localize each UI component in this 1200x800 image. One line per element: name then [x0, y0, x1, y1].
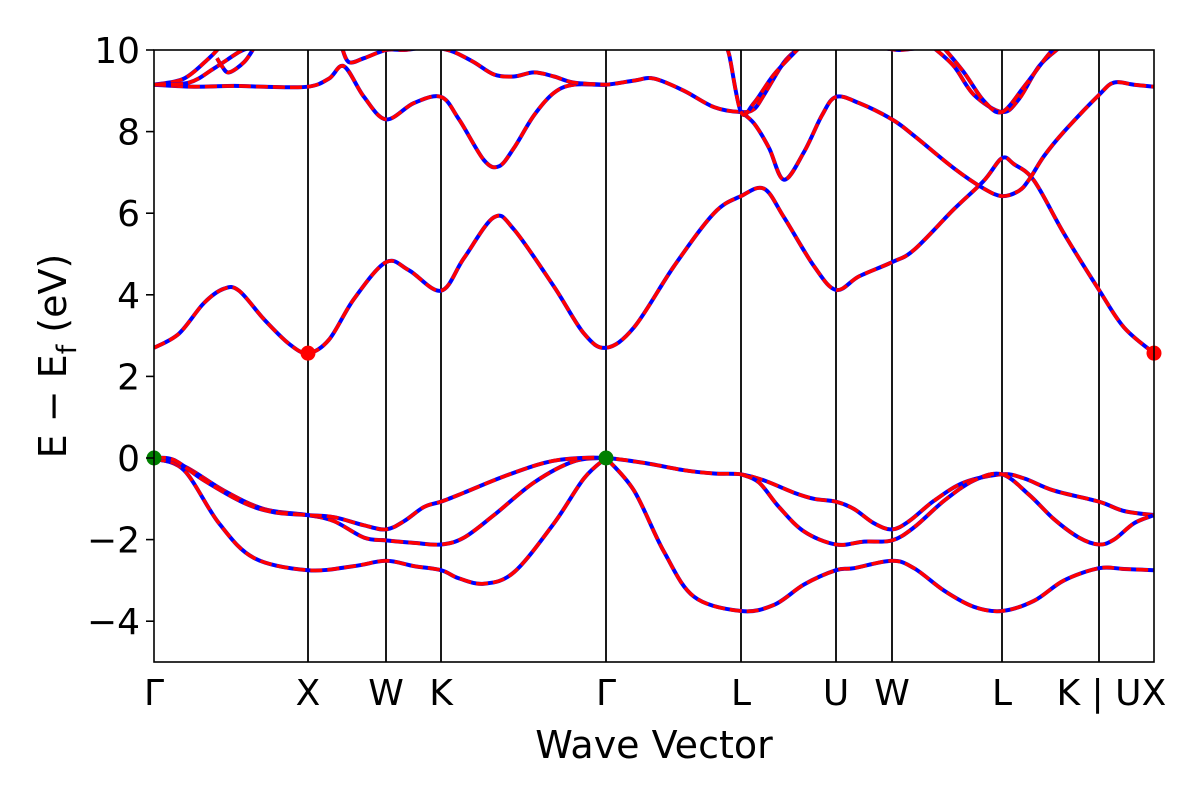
- y-axis-label-unit: (eV): [31, 254, 75, 345]
- band-line-spin-up: [215, 50, 255, 75]
- x-tick-label: X: [296, 673, 321, 714]
- band-line-spin-down: [154, 456, 608, 586]
- x-tick-label: W: [368, 673, 404, 714]
- band-line-spin-up: [739, 80, 1154, 198]
- y-axis-label: E − Ef (eV): [31, 254, 83, 459]
- band-line-spin-up: [154, 155, 1154, 355]
- x-tick-label: X: [1142, 673, 1167, 714]
- x-tick-label: K | U: [1057, 673, 1142, 714]
- band-line-spin-up: [340, 50, 418, 65]
- y-axis: −4 −2 0 2 4 6 8 10: [87, 31, 154, 643]
- bands: [154, 50, 1154, 614]
- y-axis-label-subscript: f: [52, 343, 83, 354]
- vbm-marker: [598, 450, 614, 466]
- y-tick-label: −2: [87, 521, 140, 562]
- y-tick-label: −4: [87, 602, 140, 643]
- band-line-spin-down: [154, 455, 1154, 532]
- band-edge-markers: [146, 345, 1162, 466]
- band-line-spin-down: [438, 50, 607, 87]
- y-tick-label: 2: [117, 357, 140, 398]
- band-line-spin-up: [154, 455, 1154, 532]
- x-tick-label: Γ: [596, 673, 616, 714]
- y-tick-label: 4: [117, 276, 140, 317]
- plot-frame: [153, 49, 1155, 663]
- band-line-spin-up: [154, 456, 607, 547]
- band-line-spin-up: [154, 50, 220, 87]
- x-tick-label: L: [731, 673, 751, 714]
- band-line-spin-down: [739, 80, 1154, 199]
- band-line-spin-down: [740, 471, 1154, 547]
- x-axis-label: Wave Vector: [535, 723, 773, 767]
- band-line-spin-up: [725, 50, 800, 117]
- band-line-spin-up: [943, 50, 1055, 115]
- x-tick-label: W: [874, 673, 910, 714]
- x-tick-label: Γ: [144, 673, 164, 714]
- band-line-spin-up: [154, 456, 608, 586]
- band-line-spin-down: [154, 50, 220, 87]
- x-tick-label: L: [992, 673, 1012, 714]
- y-tick-label: 8: [117, 113, 140, 154]
- band-line-spin-up: [154, 50, 800, 170]
- band-line-spin-up: [154, 50, 249, 87]
- cbm-marker: [300, 345, 316, 361]
- band-line-spin-down: [154, 456, 607, 547]
- kpoint-lines: [307, 50, 1100, 662]
- x-tick-label: K: [429, 673, 454, 714]
- band-line-spin-up: [604, 456, 1154, 614]
- band-line-spin-down: [154, 155, 1154, 356]
- band-line-spin-down: [943, 50, 1055, 115]
- band-line-spin-up: [740, 471, 1154, 547]
- y-axis-label-main: E − E: [31, 354, 75, 458]
- y-tick-label: 6: [117, 194, 140, 235]
- y-tick-label: 0: [117, 439, 140, 480]
- y-tick-label: 10: [94, 31, 140, 72]
- band-line-spin-up: [439, 50, 607, 87]
- x-tick-label: U: [823, 673, 849, 714]
